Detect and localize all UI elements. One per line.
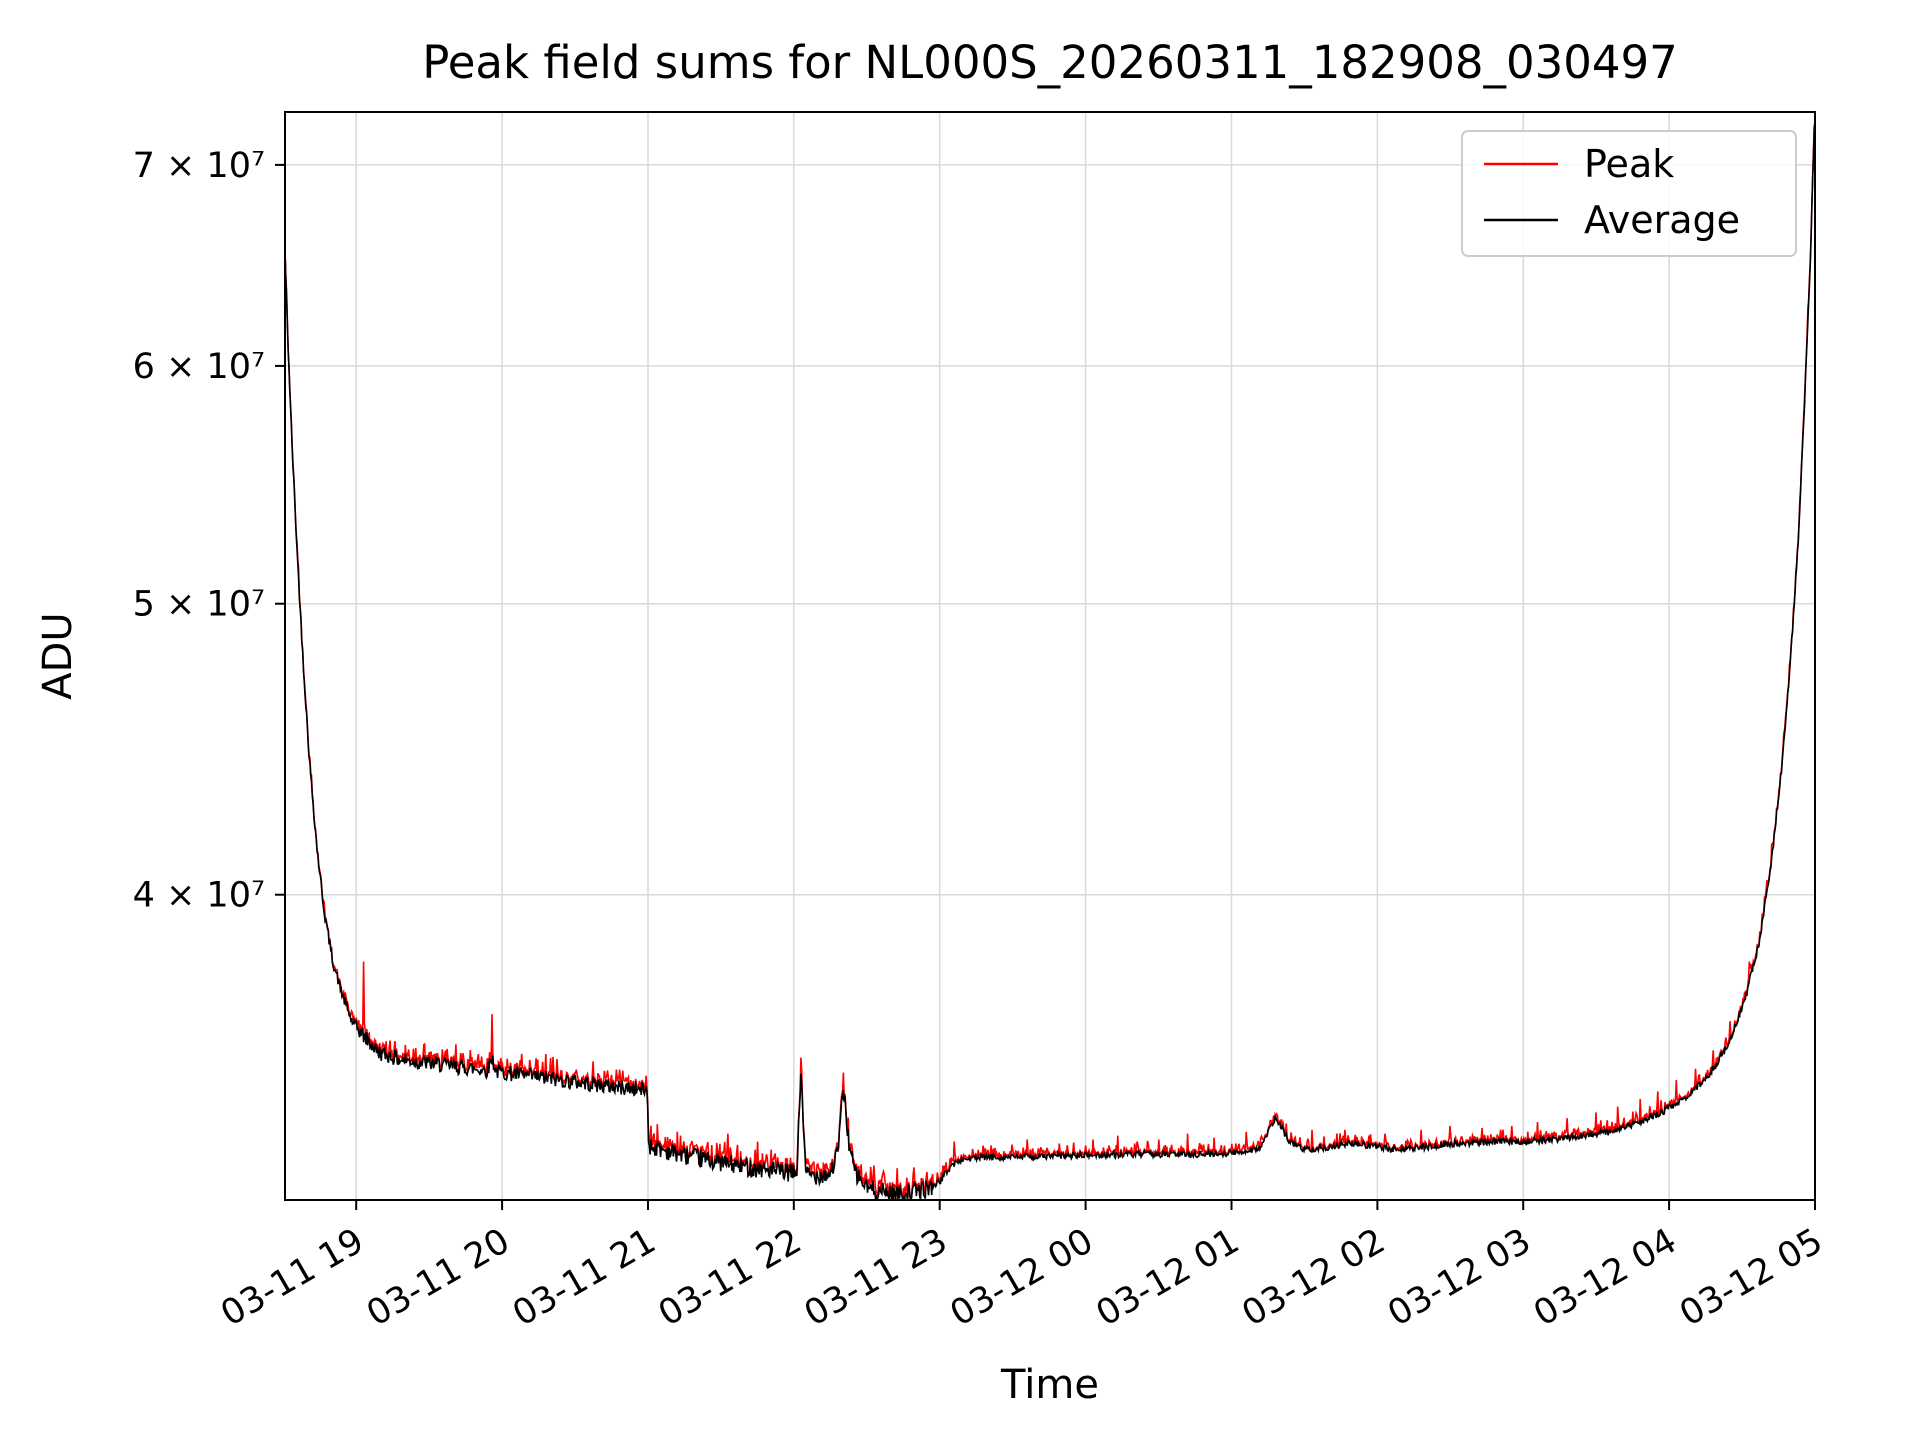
series-lines <box>285 124 1815 1200</box>
legend-entry-label: Peak <box>1584 142 1674 186</box>
y-axis-label: ADU <box>35 612 81 700</box>
legend-box <box>1461 130 1797 257</box>
average-series-line <box>285 126 1815 1200</box>
svg-text:5 × 10⁷: 5 × 10⁷ <box>133 585 265 625</box>
x-axis-label: Time <box>1001 1362 1099 1408</box>
y-tick-labels: 4 × 10⁷ 5 × 10⁷ 6 × 10⁷ 7 × 10⁷ <box>133 146 265 916</box>
svg-text:6 × 10⁷: 6 × 10⁷ <box>133 347 265 387</box>
svg-text:7 × 10⁷: 7 × 10⁷ <box>133 146 265 186</box>
svg-text:4 × 10⁷: 4 × 10⁷ <box>133 876 265 916</box>
legend-entry-label: Average <box>1584 198 1740 242</box>
legend: Peak Average <box>1461 130 1797 257</box>
chart-title: Peak field sums for NL000S_20260311_1829… <box>422 36 1678 89</box>
plot-border <box>284 111 1816 1201</box>
axis-ticks <box>275 163 1816 1210</box>
